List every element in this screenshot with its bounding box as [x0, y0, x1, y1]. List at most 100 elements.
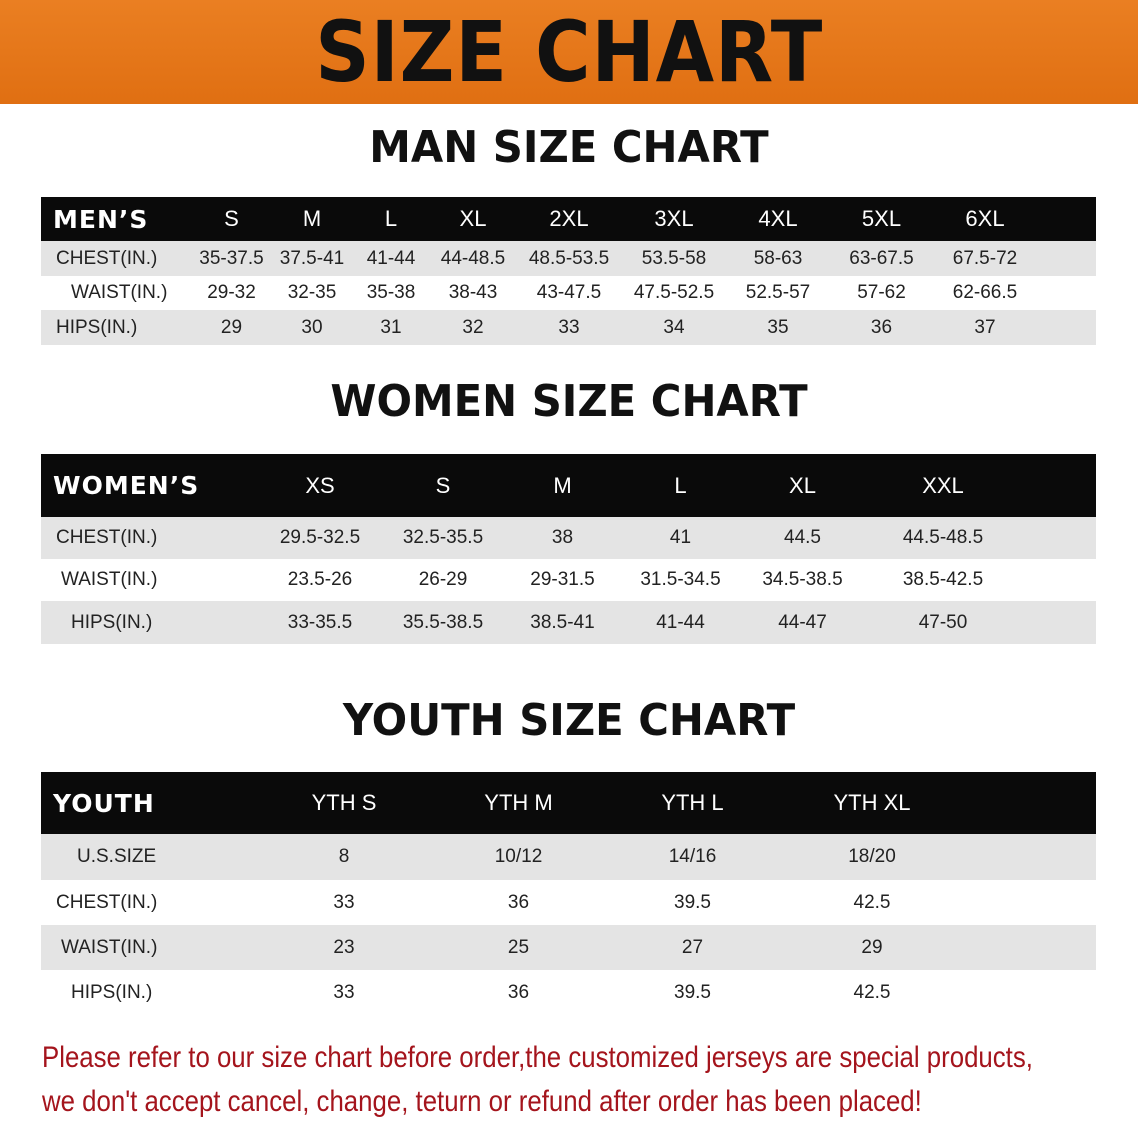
table-cell: XL: [459, 206, 487, 231]
table-row: WAIST(IN.) 29-32 32-35 35-38 38-43 43-47.5 47.…: [41, 276, 1096, 310]
row-label: HIPS(IN.): [56, 316, 138, 338]
table-row: CHEST(IN.) 29.5-32.5 32.5-35.5 38 41 44.5 44.5…: [41, 517, 1096, 559]
table-cell: XS: [305, 472, 335, 498]
table-cell: 32-35: [287, 282, 337, 303]
table-cell: 14/16: [668, 846, 717, 867]
table-cell: 58-63: [753, 247, 803, 269]
title-banner: SIZE CHART: [0, 0, 1138, 104]
table-cell: 2XL: [549, 206, 589, 231]
table-cell: 47-50: [918, 611, 968, 633]
table-cell: 3XL: [654, 206, 694, 231]
table-cell: 36: [507, 981, 530, 1003]
table-cell: 57-62: [857, 282, 906, 303]
table-cell: 62-66.5: [952, 282, 1018, 303]
table-cell: 35-37.5: [199, 247, 264, 269]
table-cell: 37: [974, 316, 996, 338]
table-cell: 26-29: [418, 569, 468, 590]
table-cell: 18/20: [848, 846, 896, 867]
table-cell: 38: [551, 527, 574, 548]
table-cell: 44-47: [778, 611, 827, 633]
page-title: SIZE CHART: [314, 3, 823, 101]
table-cell: 35: [767, 316, 789, 338]
table-cell: 33-35.5: [287, 611, 353, 633]
table-cell: 8: [338, 846, 350, 867]
notice: Please refer to our size chart before or…: [42, 1036, 1033, 1124]
notice-line: Please refer to our size chart before or…: [42, 1041, 1033, 1074]
table-cell: 48.5-53.5: [528, 247, 610, 269]
table-cell: 39.5: [674, 981, 711, 1003]
row-label: WOMEN’S: [53, 471, 200, 500]
table-cell: YTH L: [661, 790, 724, 815]
youth-heading: YOUTH SIZE CHART: [342, 695, 796, 746]
row-label: MEN’S: [53, 204, 149, 234]
table-cell: 42.5: [853, 891, 891, 913]
table-cell: 39.5: [674, 891, 711, 913]
table-cell: 37.5-41: [279, 247, 345, 269]
table-cell: YTH XL: [833, 790, 911, 815]
table-cell: L: [384, 206, 398, 231]
table-cell: 43-47.5: [536, 282, 602, 303]
row-label: U.S.SIZE: [77, 846, 157, 867]
table-cell: 41-44: [656, 611, 705, 633]
table-cell: 32: [462, 316, 484, 338]
table-cell: 4XL: [758, 206, 798, 231]
table-cell: 5XL: [861, 206, 902, 231]
table-cell: 29-31.5: [530, 569, 595, 590]
table-header-row: WOMEN’S XS S M L XL XXL: [41, 454, 1096, 517]
table-cell: 63-67.5: [849, 247, 914, 269]
table-cell: 34.5-38.5: [762, 569, 843, 590]
table-cell: 47.5-52.5: [633, 282, 715, 303]
table-cell: 36: [870, 316, 893, 338]
table-cell: 38.5-41: [530, 611, 595, 633]
table-cell: XXL: [922, 472, 964, 498]
table-cell: 41-44: [366, 247, 416, 269]
table-cell: L: [674, 472, 687, 498]
table-cell: 27: [681, 936, 704, 958]
table-cell: 31.5-34.5: [640, 569, 721, 590]
table-cell: 67.5-72: [952, 247, 1018, 269]
table-cell: 25: [507, 936, 530, 958]
table-cell: 29-32: [207, 282, 256, 303]
row-label: WAIST(IN.): [71, 282, 168, 303]
table-cell: YTH M: [484, 790, 553, 815]
table-cell: 38-43: [448, 282, 498, 303]
table-header-row: MEN’S S M L XL 2XL 3XL 4XL 5XL 6XL: [41, 197, 1096, 241]
table-cell: 33: [333, 891, 355, 913]
table-cell: 30: [301, 316, 323, 338]
men-size-table: MEN’S S M L XL 2XL 3XL 4XL 5XL 6XL CHEST(IN.) 35-37…: [41, 197, 1096, 345]
table-cell: 35.5-38.5: [402, 611, 484, 633]
table-cell: YTH S: [311, 790, 377, 815]
table-cell: 34: [663, 316, 685, 338]
table-cell: 53.5-58: [641, 247, 707, 269]
row-label: HIPS(IN.): [71, 981, 153, 1003]
table-cell: 29: [220, 316, 243, 338]
table-cell: S: [435, 472, 451, 498]
table-row: U.S.SIZE 8 10/12 14/16 18/20: [41, 834, 1096, 880]
table-cell: XL: [789, 472, 816, 498]
table-cell: 52.5-57: [745, 282, 811, 303]
row-label: CHEST(IN.): [56, 527, 158, 548]
men-heading: MAN SIZE CHART: [369, 122, 769, 173]
row-label: YOUTH: [53, 788, 155, 818]
table-row: HIPS(IN.) 33 36 39.5 42.5: [41, 970, 1096, 1015]
youth-size-table: YOUTH YTH S YTH M YTH L YTH XL U.S.SIZE 8 10/12…: [41, 772, 1096, 1015]
table-cell: 44-48.5: [440, 247, 506, 269]
table-cell: M: [553, 472, 572, 498]
table-row: CHEST(IN.) 35-37.5 37.5-41 41-44 44-48.5 48.5…: [41, 241, 1096, 276]
table-cell: 23: [333, 936, 355, 958]
row-label: WAIST(IN.): [61, 936, 158, 958]
table-cell: 36: [507, 891, 530, 913]
women-heading: WOMEN SIZE CHART: [330, 376, 808, 427]
table-cell: 42.5: [853, 981, 891, 1003]
table-cell: 41: [669, 527, 692, 548]
table-cell: 29.5-32.5: [279, 527, 361, 548]
table-cell: 29: [861, 936, 883, 958]
table-cell: M: [302, 206, 322, 231]
table-header-row: YOUTH YTH S YTH M YTH L YTH XL: [41, 772, 1096, 834]
table-row: CHEST(IN.) 33 36 39.5 42.5: [41, 880, 1096, 925]
table-row: WAIST(IN.) 23.5-26 26-29 29-31.5 31.5-34.5 34…: [41, 559, 1096, 601]
row-label: HIPS(IN.): [71, 611, 153, 633]
table-cell: 10/12: [494, 846, 543, 867]
table-cell: 32.5-35.5: [402, 527, 484, 548]
table-row: HIPS(IN.) 33-35.5 35.5-38.5 38.5-41 41-44 44-…: [41, 601, 1096, 644]
